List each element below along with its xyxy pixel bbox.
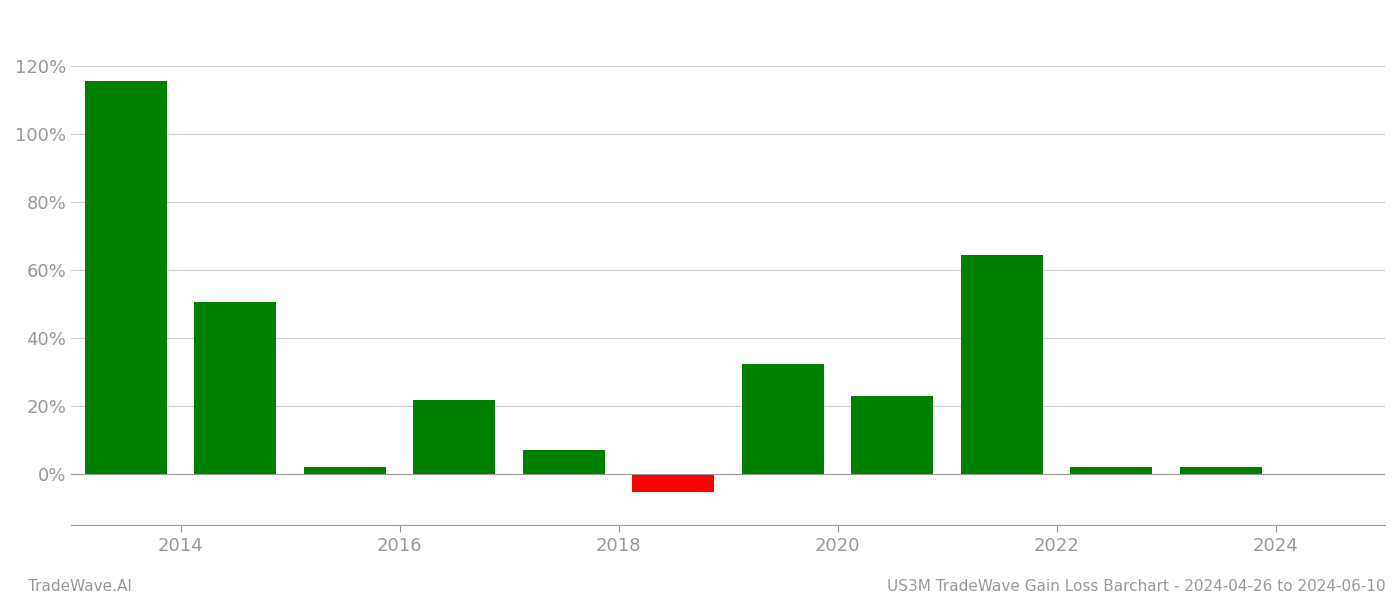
Text: TradeWave.AI: TradeWave.AI	[28, 579, 132, 594]
Bar	[633, 474, 714, 492]
Bar	[960, 255, 1043, 474]
Bar	[522, 449, 605, 474]
Bar	[413, 400, 496, 474]
Bar	[1180, 467, 1261, 474]
Bar	[851, 396, 934, 474]
Text: US3M TradeWave Gain Loss Barchart - 2024-04-26 to 2024-06-10: US3M TradeWave Gain Loss Barchart - 2024…	[888, 579, 1386, 594]
Bar	[742, 364, 823, 474]
Bar	[1070, 467, 1152, 474]
Bar	[85, 82, 167, 474]
Bar	[195, 302, 276, 474]
Bar	[304, 467, 386, 474]
